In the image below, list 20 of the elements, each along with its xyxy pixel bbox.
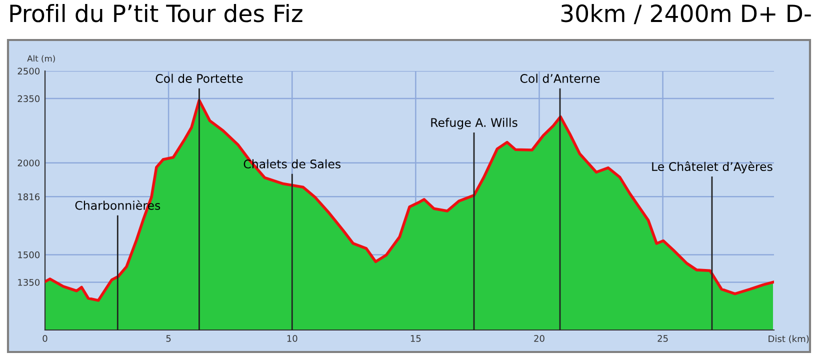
x-tick-label: 15 — [410, 335, 421, 342]
x-tick-label: 5 — [166, 335, 171, 342]
y-tick-label: 2000 — [18, 160, 40, 166]
ref-line-label: Le Châtelet d’Ayères — [652, 161, 772, 174]
chart-subtitle: 30km / 2400m D+ D- — [561, 4, 811, 24]
x-axis-title: Dist (km) — [768, 335, 809, 344]
ref-line-label: Col de Portette — [156, 74, 243, 83]
y-tick-label: 1350 — [18, 278, 40, 286]
x-tick-label: 25 — [658, 335, 668, 342]
y-tick-label: 2500 — [18, 68, 40, 75]
x-tick-label: 0 — [42, 335, 48, 342]
y-tick-label: 1500 — [18, 251, 40, 258]
y-tick-label: 2350 — [18, 95, 40, 102]
x-tick-label: 20 — [534, 335, 544, 342]
chart-title: Profil du P’tit Tour des Fiz — [10, 4, 302, 22]
ref-line-label: Col d’Anterne — [520, 74, 600, 83]
y-tick-label: 1816 — [18, 193, 40, 200]
y-axis-title: Alt (m) — [27, 55, 55, 63]
x-tick-label: 10 — [287, 335, 298, 342]
ref-line-label: Refuge A. Wills — [431, 118, 518, 130]
